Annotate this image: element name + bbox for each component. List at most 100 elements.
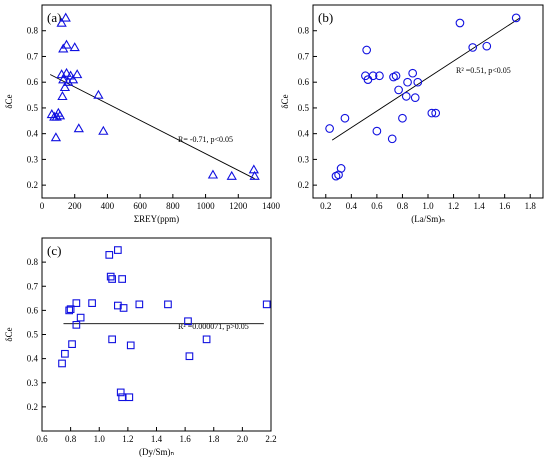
x-tick-label: 1.0 [94,434,106,444]
y-tick-label: 0.8 [27,257,39,267]
data-point-circle [410,93,420,102]
data-point-square [76,313,85,322]
data-point-square [125,393,134,402]
data-point-square [106,272,115,281]
y-tick-label: 0.4 [27,354,39,364]
x-tick-label: 1.4 [473,201,485,211]
x-tick-label: 1.8 [208,434,220,444]
x-tick-label: 0 [40,201,45,211]
data-point-circle [336,164,346,173]
y-tick-label: 0.7 [298,51,310,61]
data-point-square [118,393,126,402]
data-point-circle [394,85,403,95]
y-axis-label: δCe [4,94,14,108]
data-point-triangle [226,170,237,180]
data-point-square [105,251,114,259]
y-tick-label: 0.5 [298,103,310,113]
data-point-circle [340,113,350,123]
x-tick-label: 0.6 [371,201,383,211]
x-tick-label: 2.2 [265,434,276,444]
y-tick-label: 0.8 [27,26,39,36]
data-point-circle [391,71,401,81]
data-point-triangle [63,76,74,86]
x-tick-label: 1.8 [525,201,537,211]
x-tick-label: 1.6 [180,434,192,444]
data-point-triangle [207,169,219,179]
data-point-triangle [67,74,79,84]
data-point-circle [375,71,384,81]
data-point-circle [401,92,411,101]
x-tick-label: 1.2 [448,201,459,211]
data-point-circle [403,77,412,87]
y-tick-label: 0.6 [27,77,39,87]
chart-panel-a: 0 200 400 600 800 1000 1200 1400 0.2 0.3 0.4 0.5 0.6… [4,4,281,224]
data-point-triangle [50,132,62,142]
x-tick-label: 400 [101,201,115,211]
data-point-triangle [248,164,259,174]
data-point-triangle [69,42,80,52]
y-tick-label: 0.4 [298,129,310,139]
x-axis-label: (La/Sm)ₙ [411,214,445,224]
data-point-square [135,300,144,309]
data-point-triangle [73,123,84,133]
data-point-square [126,341,135,350]
x-tick-label: 1000 [197,201,216,211]
x-tick-label: 200 [68,201,82,211]
y-axis-label: δCe [4,327,14,341]
data-point-square [108,275,116,283]
y-tick-label: 0.5 [27,103,39,113]
data-point-square [262,300,271,309]
data-point-circle [325,124,334,133]
data-point-square [164,300,172,309]
data-point-circle [482,41,492,51]
plot-frame [312,4,544,199]
data-point-square [58,359,66,368]
x-tick-label: 1.0 [422,201,434,211]
data-point-square [72,299,81,307]
data-point-triangle [53,107,64,117]
data-point-triangle [93,89,104,99]
data-point-square [119,304,128,312]
y-tick-label: 0.2 [27,402,38,412]
y-tick-label: 0.6 [27,305,39,315]
x-tick-label: 0.6 [36,434,48,444]
x-tick-label: 1.4 [151,434,163,444]
data-point-circle [368,71,378,81]
plot-frame [41,4,272,199]
data-point-square [116,388,125,397]
regression-line [331,17,521,141]
data-point-square [65,306,74,315]
plot-frame [41,237,272,432]
data-point-circle [398,113,407,123]
data-point-square [72,320,81,329]
y-tick-label: 0.4 [27,129,39,139]
data-point-square [66,305,75,314]
x-axis-label: (Dy/Sm)ₙ [139,447,175,457]
data-point-circle [455,18,465,28]
x-tick-label: 1400 [262,201,281,211]
data-point-circle [387,134,397,144]
x-tick-label: 1.2 [122,434,133,444]
data-point-square [108,335,116,344]
x-tick-label: 0.2 [320,201,331,211]
y-tick-label: 0.2 [27,180,38,190]
data-point-square [185,352,194,361]
data-point-triangle [72,69,83,79]
regression-line [49,74,255,180]
regression-annotation: R² =0.000071, p>0.05 [178,322,249,331]
data-point-triangle [61,39,72,49]
data-point-triangle [98,125,109,135]
data-point-triangle [249,170,260,180]
data-point-circle [468,43,478,52]
y-tick-label: 0.6 [298,77,310,87]
regression-annotation: R= -0.71, p<0.05 [178,135,233,144]
data-point-circle [413,77,423,87]
chart-panel-c: 0.6 0.8 1.0 1.2 1.4 1.6 1.8 2.0 2.2 0.2 0.3 0.4 0.5 0… [4,237,277,457]
data-point-triangle [60,12,71,22]
data-point-circle [372,126,382,136]
y-tick-label: 0.3 [27,378,39,388]
y-tick-label: 0.7 [27,51,39,61]
x-tick-label: 1.6 [499,201,511,211]
data-point-square [114,246,122,254]
data-point-square [61,349,69,358]
